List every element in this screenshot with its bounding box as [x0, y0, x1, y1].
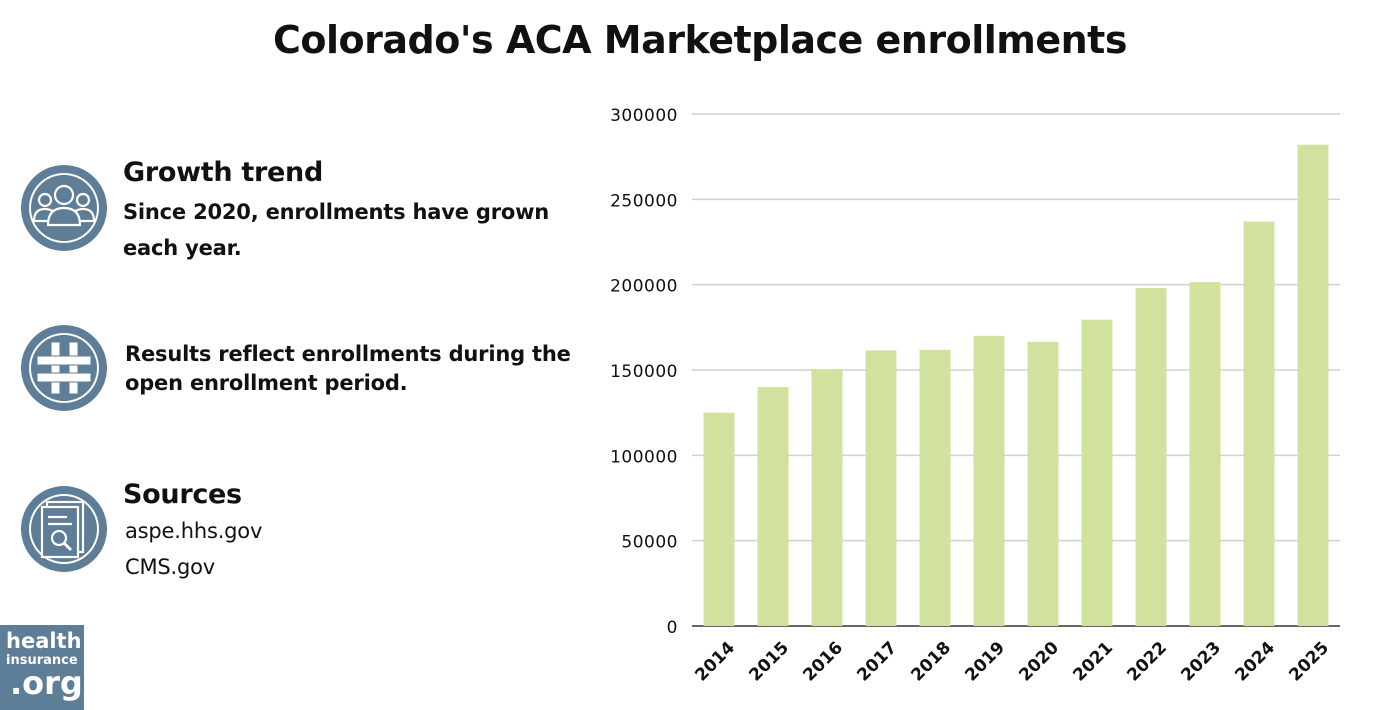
source-link-cms[interactable]: CMS.gov [125, 555, 215, 579]
x-tick-label: 2015 [745, 638, 793, 686]
hashtag-icon [21, 325, 107, 411]
chart-y-ticks: 0 50000 100000 150000 200000 250000 300000 [610, 106, 678, 638]
x-tick-label: 2020 [1015, 638, 1063, 686]
logo-line2: insurance [6, 653, 78, 668]
healthinsurance-org-logo[interactable]: health insurance .org ™ [0, 625, 84, 710]
logo-trademark: ™ [72, 686, 80, 695]
y-tick-label: 200000 [610, 277, 678, 297]
x-tick-label: 2023 [1177, 638, 1225, 686]
chart-bars [703, 144, 1329, 626]
y-tick-label: 300000 [610, 106, 678, 126]
results-text-line2: open enrollment period. [125, 371, 408, 395]
y-tick-label: 50000 [621, 533, 678, 553]
growth-heading: Growth trend [123, 157, 323, 188]
bar-2019 [973, 335, 1005, 626]
page-title: Colorado's ACA Marketplace enrollments [273, 18, 1127, 62]
x-tick-label: 2024 [1231, 638, 1279, 686]
logo-line3: .org [10, 664, 83, 702]
x-tick-label: 2019 [961, 638, 1009, 686]
bar-2018 [919, 349, 951, 626]
x-tick-label: 2018 [907, 638, 955, 686]
y-tick-label: 150000 [610, 362, 678, 382]
y-tick-label: 0 [667, 618, 678, 638]
x-tick-label: 2016 [799, 638, 847, 686]
bar-2021 [1081, 319, 1113, 626]
growth-text-line2: each year. [123, 236, 242, 260]
bar-2023 [1189, 282, 1221, 626]
x-tick-label: 2017 [853, 638, 901, 686]
bar-2020 [1027, 341, 1059, 626]
document-search-icon [21, 486, 107, 572]
y-tick-label: 250000 [610, 191, 678, 211]
bar-2024 [1243, 221, 1275, 626]
bar-2015 [757, 387, 789, 626]
bar-2016 [811, 369, 843, 626]
x-tick-label: 2025 [1285, 638, 1333, 686]
x-tick-label: 2021 [1069, 638, 1117, 686]
growth-text-line1: Since 2020, enrollments have grown [123, 200, 550, 224]
bar-2022 [1135, 288, 1167, 626]
x-tick-label: 2014 [691, 638, 739, 686]
bar-2017 [865, 350, 897, 626]
chart-x-ticks: 2014 2015 2016 2017 2018 2019 2020 2021 2022 2023… [691, 638, 1333, 686]
x-tick-label: 2022 [1123, 638, 1171, 686]
results-text-line1: Results reflect enrollments during the [125, 342, 571, 366]
chart-gridlines [692, 113, 1340, 627]
bar-2014 [703, 412, 735, 626]
y-tick-label: 100000 [610, 447, 678, 467]
logo-line1: health [6, 629, 82, 653]
sources-heading: Sources [123, 479, 242, 510]
people-group-icon [21, 165, 107, 251]
source-link-aspe[interactable]: aspe.hhs.gov [125, 519, 263, 543]
bar-2025 [1297, 144, 1329, 626]
